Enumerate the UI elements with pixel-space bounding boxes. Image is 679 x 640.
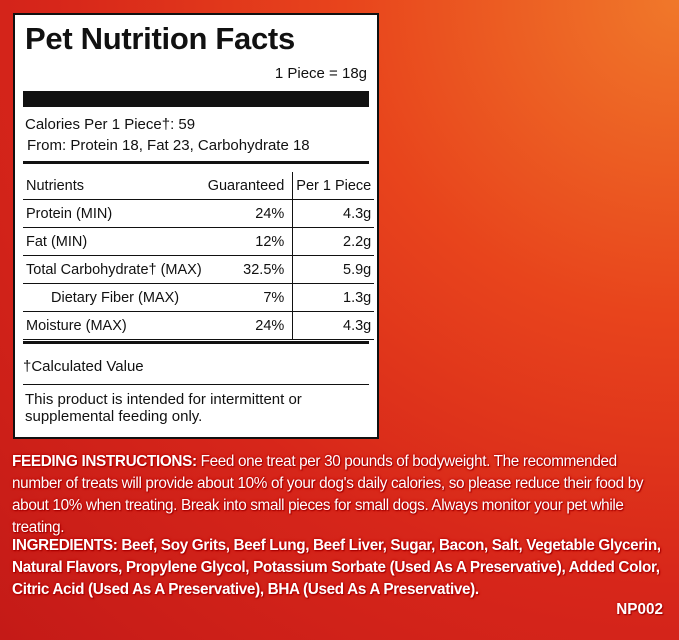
calories-from: From: Protein 18, Fat 23, Carbohydrate 1… [27, 137, 310, 154]
per-piece: 1.3g [292, 283, 375, 312]
guaranteed: 7% [204, 283, 294, 312]
per-piece: Per 1 Piece [292, 172, 375, 200]
feeding-label: FEEDING INSTRUCTIONS: [12, 453, 197, 470]
nutrient-name: Fat (MIN) [23, 227, 205, 256]
serving-size: 1 Piece = 18g [274, 65, 367, 82]
guaranteed: Guaranteed [204, 172, 294, 200]
nutrition-panel: Pet Nutrition Facts 1 Piece = 18g Calori… [13, 13, 379, 439]
table-row: Total Carbohydrate† (MAX) 32.5% 5.9g [23, 255, 375, 284]
divider [23, 161, 369, 164]
per-piece: 4.3g [292, 311, 375, 340]
nutrient-name: Total Carbohydrate† (MAX) [23, 255, 205, 284]
guaranteed: 32.5% [204, 255, 294, 284]
per-piece: 4.3g [292, 199, 375, 228]
divider [23, 384, 369, 385]
divider-bar [23, 91, 369, 107]
ingredients-label: INGREDIENTS: [12, 537, 118, 554]
nutrient-name: Nutrients [23, 172, 205, 200]
feeding-instructions: FEEDING INSTRUCTIONS: Feed one treat per… [12, 451, 668, 539]
guaranteed: 12% [204, 227, 294, 256]
nutrient-name: Moisture (MAX) [23, 311, 205, 340]
per-piece: 5.9g [292, 255, 375, 284]
table-row: Protein (MIN) 24% 4.3g [23, 199, 375, 228]
ingredients: INGREDIENTS: Beef, Soy Grits, Beef Lung,… [12, 535, 668, 601]
nutrient-name: Protein (MIN) [23, 199, 205, 228]
ingredients-text: Beef, Soy Grits, Beef Lung, Beef Liver, … [12, 537, 661, 598]
footnote: †Calculated Value [23, 358, 144, 375]
guaranteed: 24% [204, 311, 294, 340]
table-row: Fat (MIN) 12% 2.2g [23, 227, 375, 256]
calories: Calories Per 1 Piece†: 59 [25, 116, 196, 133]
table-row: Moisture (MAX) 24% 4.3g [23, 311, 375, 340]
table-row: Dietary Fiber (MAX) 7% 1.3g [23, 283, 375, 312]
panel-title: Pet Nutrition Facts [25, 21, 295, 56]
per-piece: 2.2g [292, 227, 375, 256]
guaranteed: 24% [204, 199, 294, 228]
nutrient-table: Nutrients Guaranteed Per 1 Piece Protein (M… [23, 172, 375, 340]
statement: This product is intended for intermitten… [25, 391, 302, 425]
product-code: NP002 [616, 601, 663, 618]
table-header: Nutrients Guaranteed Per 1 Piece [23, 172, 375, 200]
feeding-text: Feed one treat per 30 pounds of bodyweig… [12, 453, 644, 536]
nutrient-name: Dietary Fiber (MAX) [23, 283, 205, 312]
divider [23, 341, 369, 344]
